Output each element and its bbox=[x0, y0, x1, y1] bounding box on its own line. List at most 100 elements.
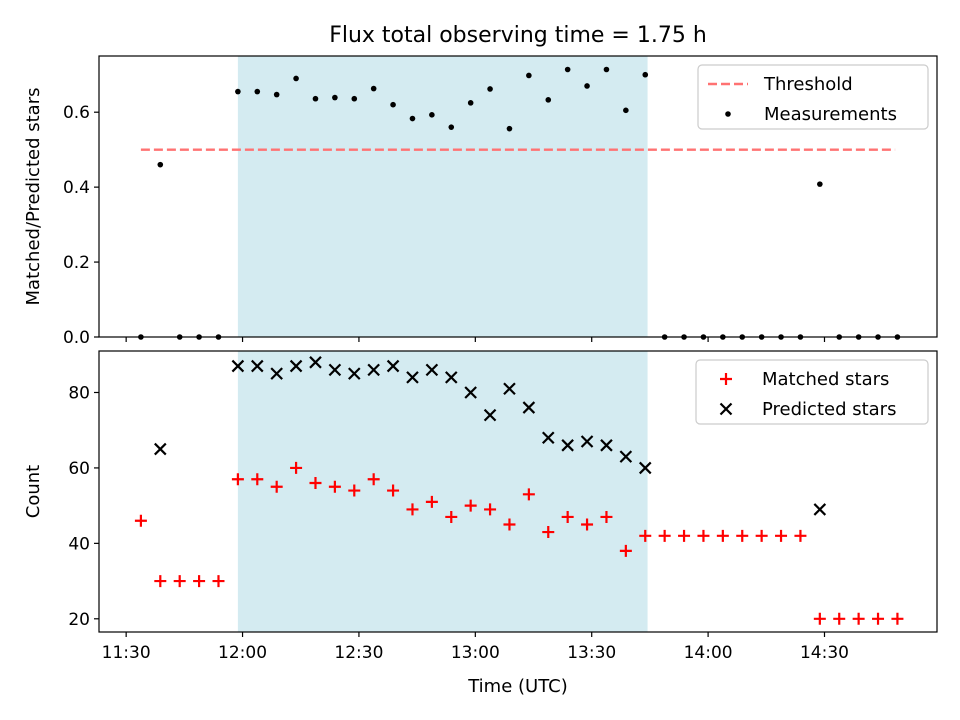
matched-star-point bbox=[639, 529, 652, 542]
predicted-star-point bbox=[309, 356, 322, 369]
predicted-star-point bbox=[638, 461, 652, 475]
measurement-point bbox=[642, 71, 649, 78]
matched-star-point bbox=[464, 499, 477, 512]
predicted-star-point bbox=[619, 450, 633, 463]
legend-matched-swatch bbox=[720, 373, 732, 385]
matched-star-point bbox=[387, 484, 400, 497]
matched-star-point bbox=[619, 544, 632, 557]
bottom-panel: 20 40 60 80 11:30 12:00 12:30 13:00 13:30 14:00 14… bbox=[23, 350, 938, 697]
chart-title: Flux total observing time = 1.75 h bbox=[329, 23, 707, 48]
measurement-point bbox=[370, 85, 377, 92]
x-tick-label: 11:30 bbox=[102, 643, 151, 663]
measurement-point bbox=[603, 66, 610, 73]
predicted-star-point bbox=[270, 367, 283, 380]
legend-label: Threshold bbox=[763, 74, 853, 95]
matched-star-point bbox=[251, 473, 264, 486]
top-axes: 0.0 0.2 0.4 0.6 bbox=[63, 55, 938, 348]
x-tick-label: 12:00 bbox=[218, 643, 267, 663]
legend-box bbox=[695, 359, 929, 425]
bottom-axes-frame bbox=[98, 350, 938, 633]
matched-star-point bbox=[522, 488, 535, 501]
measurement-point bbox=[351, 95, 358, 102]
matched-star-point bbox=[813, 612, 826, 625]
measurement-point bbox=[506, 125, 513, 132]
x-tick-label: 14:30 bbox=[800, 643, 849, 663]
matched-star-point bbox=[755, 529, 768, 542]
legend-label: Predicted stars bbox=[762, 399, 896, 420]
matched-star-point bbox=[348, 484, 361, 497]
measurement-point bbox=[564, 66, 571, 73]
predicted-star-point bbox=[464, 386, 477, 399]
predicted-star-point bbox=[406, 371, 419, 384]
measurement-point bbox=[390, 101, 396, 108]
measurement-point bbox=[467, 100, 474, 106]
y-tick-label: 0.2 bbox=[63, 253, 90, 273]
matched-star-point bbox=[542, 526, 555, 539]
predicted-star-point bbox=[328, 363, 342, 377]
predicted-star-point bbox=[251, 359, 264, 373]
matched-star-point bbox=[872, 612, 885, 625]
predicted-star-point bbox=[580, 435, 594, 448]
x-tick-label: 13:30 bbox=[567, 643, 616, 663]
x-tick-label: 14:00 bbox=[684, 643, 733, 663]
predicted-star-point bbox=[348, 367, 361, 380]
top-y-axis-label: Matched/Predicted stars bbox=[23, 88, 44, 306]
top-plot-area bbox=[138, 66, 901, 340]
top-legend: Threshold Measurements bbox=[697, 64, 929, 130]
matched-star-point bbox=[193, 575, 206, 588]
measurement-point bbox=[817, 181, 823, 187]
x-axis-label: Time (UTC) bbox=[467, 676, 568, 697]
matched-star-point bbox=[212, 575, 225, 588]
y-tick-label: 60 bbox=[68, 459, 90, 479]
predicted-star-point bbox=[231, 359, 245, 373]
matched-star-point bbox=[134, 514, 147, 527]
legend-box bbox=[697, 64, 929, 130]
matched-star-point bbox=[328, 480, 341, 493]
measurement-point bbox=[584, 83, 590, 89]
predicted-star-point bbox=[367, 363, 380, 377]
measurement-point bbox=[235, 88, 241, 95]
measurement-point bbox=[545, 97, 552, 103]
y-tick-label: 0.0 bbox=[63, 328, 90, 348]
measurement-point bbox=[312, 95, 319, 102]
matched-star-point bbox=[697, 529, 710, 542]
matched-star-point bbox=[891, 612, 904, 625]
matched-star-point bbox=[775, 529, 788, 542]
legend-measurement-swatch bbox=[725, 111, 731, 117]
predicted-star-point bbox=[154, 442, 167, 456]
matched-star-point bbox=[678, 529, 691, 542]
legend-label: Matched stars bbox=[762, 369, 889, 390]
matched-star-point bbox=[309, 477, 322, 490]
predicted-star-point bbox=[522, 401, 536, 414]
matched-star-point bbox=[425, 495, 438, 508]
measurement-point bbox=[409, 115, 416, 122]
matched-star-point bbox=[270, 480, 283, 493]
x-tick-label: 13:00 bbox=[451, 643, 500, 663]
predicted-star-point bbox=[444, 371, 458, 384]
measurement-point bbox=[487, 86, 493, 92]
measurement-point bbox=[623, 107, 629, 114]
matched-star-point bbox=[484, 503, 497, 516]
measurement-point bbox=[429, 112, 435, 118]
matched-star-point bbox=[445, 510, 458, 523]
predicted-star-point bbox=[541, 431, 555, 445]
top-panel: 0.0 0.2 0.4 0.6 Matched/Predicted stars Thr… bbox=[23, 55, 938, 348]
y-tick-label: 0.4 bbox=[63, 178, 90, 198]
legend-label: Measurements bbox=[764, 104, 897, 125]
y-tick-label: 80 bbox=[68, 383, 90, 403]
bottom-y-axis-label: Count bbox=[23, 465, 44, 518]
measurement-point bbox=[157, 161, 164, 168]
legend-predicted-swatch bbox=[719, 402, 733, 416]
top-observing-span bbox=[237, 56, 648, 337]
predicted-star-point bbox=[503, 382, 516, 395]
matched-star-point bbox=[154, 575, 167, 588]
matched-star-point bbox=[406, 503, 419, 516]
top-axes-frame bbox=[98, 55, 938, 338]
matched-star-point bbox=[581, 518, 594, 531]
matched-star-point bbox=[600, 510, 613, 523]
y-tick-label: 20 bbox=[68, 610, 90, 630]
matched-star-point bbox=[290, 461, 303, 474]
matched-star-point bbox=[833, 612, 846, 625]
matched-star-point bbox=[561, 510, 574, 523]
